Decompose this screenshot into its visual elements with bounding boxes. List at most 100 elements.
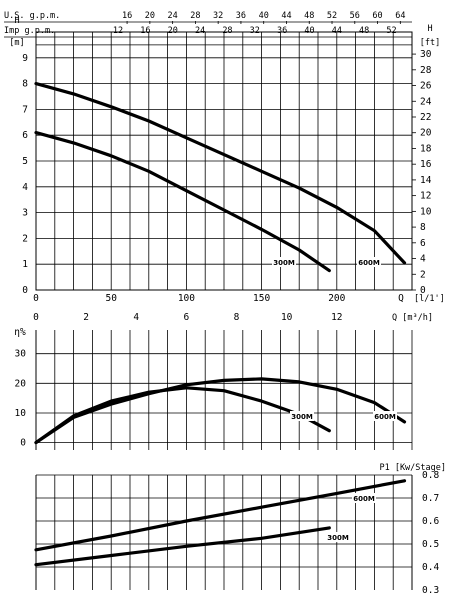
pow-600-label: 600M: [353, 495, 375, 503]
q-lpm-tick: 50: [105, 293, 117, 304]
eff-tick: 10: [15, 408, 27, 419]
head-right-tick: 6: [420, 238, 426, 249]
q-lpm-tick: 150: [253, 293, 270, 304]
q-m3h-tick: 2: [83, 312, 89, 323]
eff-tick: 20: [15, 378, 27, 389]
head-frame: [35, 31, 413, 291]
q-lpm-tick: 100: [178, 293, 195, 304]
head-left-title: H: [14, 16, 19, 26]
q-m3h-tick: 10: [281, 312, 293, 323]
head-300-label-bg: [272, 257, 296, 267]
q-m3h-tick: 4: [133, 312, 139, 323]
imp-gpm-label: 12: [113, 26, 123, 36]
us-gpm-label: 36: [236, 11, 246, 21]
imp-gpm-label: 44: [332, 26, 342, 36]
head-right-unit: [ft]: [420, 38, 440, 48]
head-left-tick: 4: [22, 182, 28, 193]
imp-gpm-label: 48: [359, 26, 369, 36]
head-right-tick: 22: [420, 112, 431, 123]
pow-300-label-bg: [326, 532, 350, 542]
head-right-tick: 14: [420, 175, 432, 186]
head-600-label: 600M: [358, 259, 380, 267]
head-600-label-bg: [357, 257, 381, 267]
us-gpm-label: 32: [213, 11, 223, 21]
eff-300-label: 300M: [291, 413, 313, 421]
q-m3h-tick: 12: [331, 312, 342, 323]
eff-tick: 0: [20, 438, 26, 449]
imp-gpm-label: 24: [195, 26, 205, 36]
pow-series-600M: [34, 479, 407, 552]
head-left-tick: 5: [22, 156, 28, 167]
q-m3h-tick: 8: [234, 312, 240, 323]
us-gpm-label: 16: [122, 11, 132, 21]
q-lpm-title: Q: [398, 293, 404, 304]
eff-tick: 30: [15, 349, 27, 360]
head-right-tick: 18: [420, 143, 432, 154]
eff-600-label: 600M: [374, 413, 396, 421]
us-gpm-label: 48: [304, 11, 314, 21]
imp-gpm-label: 36: [277, 26, 287, 36]
head-left-tick: 3: [22, 208, 28, 219]
us-gpm-label: 52: [327, 11, 337, 21]
pow-series-300M: [34, 526, 331, 567]
imp-gpm-title: Imp g.p.m.: [4, 26, 55, 36]
head-right-tick: 8: [420, 222, 426, 233]
head-series-300M: [34, 131, 331, 273]
head-left-tick: 0: [22, 285, 28, 296]
head-right-tick: 30: [420, 49, 432, 60]
us-gpm-label: 24: [167, 11, 177, 21]
head-right-tick: 28: [420, 65, 432, 76]
us-gpm-label: 44: [281, 11, 291, 21]
head-left-tick: 2: [22, 233, 28, 244]
head-300-label: 300M: [273, 259, 295, 267]
us-gpm-label: 20: [145, 11, 155, 21]
pow-600-label-bg: [352, 493, 376, 503]
us-gpm-label: 28: [190, 11, 200, 21]
us-gpm-label: 64: [395, 11, 405, 21]
imp-gpm-label: 52: [386, 26, 396, 36]
imp-gpm-label: 32: [250, 26, 260, 36]
us-gpm-label: 56: [350, 11, 360, 21]
head-left-tick: 6: [22, 130, 28, 141]
head-left-unit: [m]: [9, 38, 24, 48]
pow-tick: 0.4: [422, 562, 439, 573]
head-right-tick: 2: [420, 269, 426, 280]
head-grid: [35, 31, 413, 291]
pow-tick: 0.8: [422, 470, 439, 481]
head-left-tick: 7: [22, 104, 28, 115]
head-right-tick: 26: [420, 81, 432, 92]
head-right-tick: 0: [420, 285, 426, 296]
q-m3h-tick: 6: [184, 312, 190, 323]
head-right-tick: 10: [420, 206, 432, 217]
head-right-tick: 24: [420, 96, 432, 107]
head-right-title: H: [427, 24, 432, 34]
head-right-tick: 16: [420, 159, 432, 170]
head-right-tick: 12: [420, 191, 431, 202]
eff-600-label-bg: [373, 411, 397, 421]
head-right-tick: 20: [420, 128, 432, 139]
pow-axis-title: P1 [Kw/Stage]: [379, 463, 446, 473]
eff-series-600M: [34, 377, 407, 445]
us-gpm-label: 60: [372, 11, 382, 21]
eff-series-300M: [34, 386, 331, 445]
pow-tick: 0.7: [422, 493, 439, 504]
q-lpm-tick: 200: [328, 293, 345, 304]
pow-tick: 0.5: [422, 539, 439, 550]
head-series-600M: [34, 82, 407, 265]
head-left-tick: 8: [22, 79, 28, 90]
imp-gpm-label: 20: [168, 26, 178, 36]
pow-300-label: 300M: [327, 534, 349, 542]
us-gpm-label: 40: [259, 11, 269, 21]
eff-axis-title: η%: [14, 327, 26, 338]
pow-tick: 0.6: [422, 516, 439, 527]
us-gpm-title: U.S. g.p.m.: [4, 11, 60, 21]
eff-300-label-bg: [290, 411, 314, 421]
head-left-tick: 1: [22, 259, 28, 270]
imp-gpm-label: 28: [222, 26, 232, 36]
q-lpm-tick: 0: [33, 293, 39, 304]
q-lpm-unit: [l/1']: [414, 294, 445, 304]
q-m3h-tick: 0: [33, 312, 39, 323]
head-right-tick: 4: [420, 254, 426, 265]
imp-gpm-label: 40: [304, 26, 314, 36]
